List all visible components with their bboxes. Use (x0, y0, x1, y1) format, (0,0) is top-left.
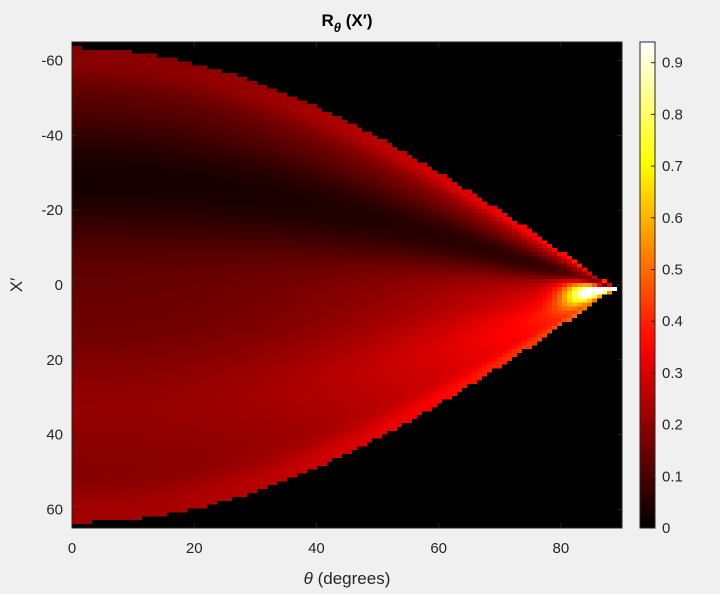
colorbar-tick-label: 0.2 (662, 417, 683, 434)
colorbar-tick-label: 0.3 (662, 365, 683, 382)
colorbar-tick-label: 0.7 (662, 158, 683, 175)
x-tick-label: 80 (553, 540, 570, 557)
y-tick-label: 60 (46, 501, 63, 518)
x-axis-label: θ (degrees) (304, 569, 391, 588)
x-tick-label: 40 (308, 540, 325, 557)
chart-title-text: Rθ (X′) (322, 11, 373, 35)
colorbar-tick-label: 0.6 (662, 210, 683, 227)
plot-area (71, 41, 623, 529)
x-axis-label-symbol: θ (304, 569, 314, 588)
heatmap-cells (72, 42, 622, 528)
y-tick-label: -40 (41, 127, 63, 144)
colorbar-tick-label: 0 (662, 520, 670, 537)
colorbar-fill (640, 42, 655, 528)
colorbar-tick-label: 0.1 (662, 468, 683, 485)
y-tick-label: -60 (41, 53, 63, 70)
title-suffix: (X′) (341, 11, 372, 30)
y-tick-label: 0 (55, 277, 63, 294)
x-tick-label: 20 (186, 540, 203, 557)
colorbar: 0 0.1 0.2 0.3 0.4 0.5 0.6 0.7 0.8 0.9 (639, 41, 683, 537)
colorbar-tick-label: 0.8 (662, 106, 683, 123)
colorbar-tick-label: 0.5 (662, 261, 683, 278)
x-tick-label: 60 (430, 540, 447, 557)
y-axis: -60 -40 -20 0 20 40 60 X′ (7, 53, 622, 518)
x-axis-label-text: (degrees) (313, 569, 390, 588)
y-axis-label: X′ (7, 278, 26, 293)
colorbar-frame (639, 41, 656, 529)
colorbar-tick-label: 0.4 (662, 313, 683, 330)
x-tick-label: 0 (68, 540, 76, 557)
y-tick-label: 20 (46, 352, 63, 369)
x-axis: 0 20 40 60 80 θ (degrees) (68, 42, 569, 588)
chart-title: Rθ (X′) (322, 11, 373, 35)
y-tick-label: -20 (41, 202, 63, 219)
title-subscript: θ (334, 20, 341, 35)
title-main: R (322, 11, 334, 30)
y-tick-label: 40 (46, 427, 63, 444)
colorbar-tick-label: 0.9 (662, 55, 683, 72)
